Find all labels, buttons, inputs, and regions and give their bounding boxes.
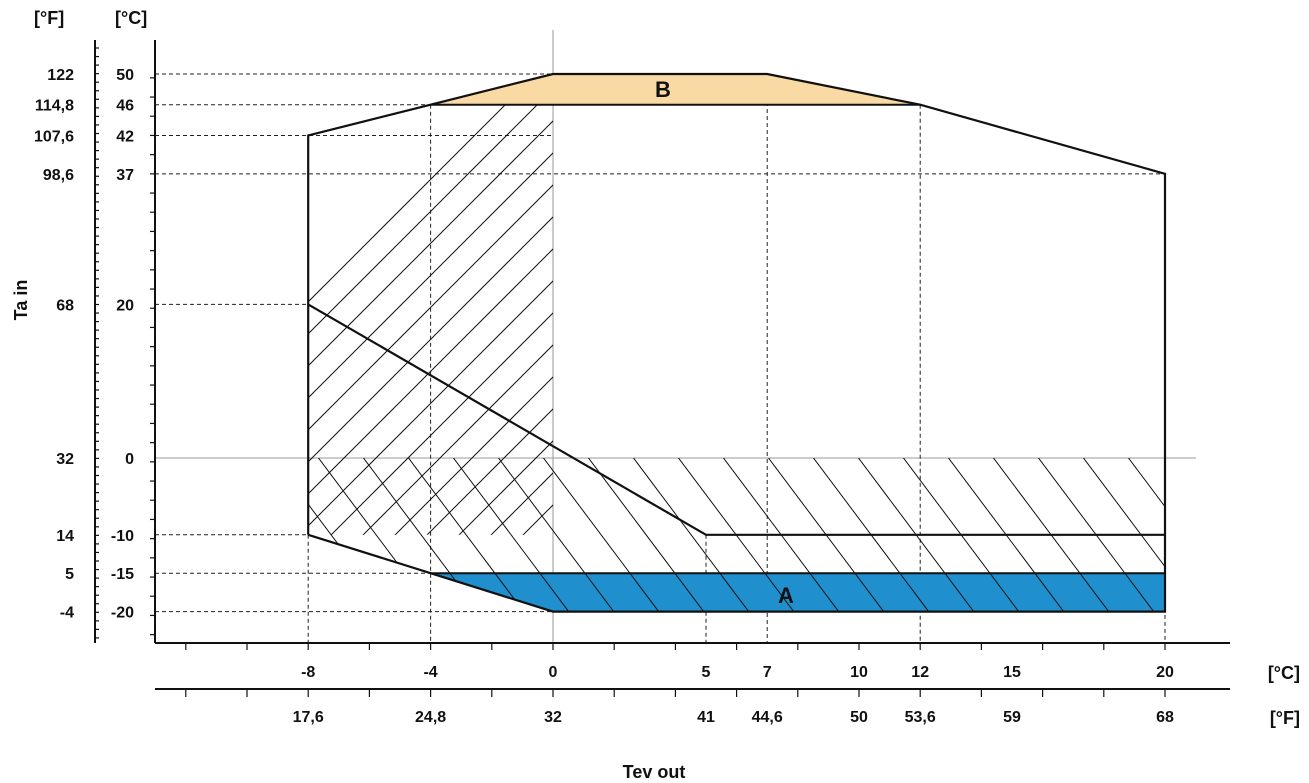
- hatch-line: [619, 458, 771, 612]
- hatch-line: [1159, 458, 1165, 612]
- zone-label: B: [655, 77, 671, 102]
- x-tick-label-celsius: -8: [301, 664, 315, 681]
- hatch-line: [308, 458, 366, 612]
- hatch-line: [421, 104, 553, 535]
- hatch-line: [1250, 440, 1309, 640]
- x-tick-label-fahrenheit: 32: [544, 709, 562, 726]
- y-unit-celsius: [°C]: [115, 8, 147, 28]
- hatch-line: [484, 458, 636, 612]
- y-tick-label-celsius: -15: [111, 566, 134, 583]
- hatch-line: [979, 458, 1131, 612]
- hatch-line: [614, 90, 1064, 540]
- hatch-line: [934, 90, 1309, 540]
- hatch-line: [806, 90, 1256, 540]
- hatch-line: [889, 458, 1041, 612]
- x-tick-label-celsius: 12: [911, 664, 929, 681]
- hatch-line: [678, 90, 1128, 540]
- x-tick-label-celsius: 5: [702, 664, 711, 681]
- hatch-line: [308, 104, 553, 535]
- hatch-line: [754, 458, 906, 612]
- y-tick-label-celsius: -20: [111, 605, 134, 622]
- hatch-line: [349, 458, 501, 612]
- hatch-line: [1114, 458, 1165, 612]
- zone-b: [430, 74, 921, 105]
- hatch-line: [664, 458, 816, 612]
- hatch-line: [1024, 458, 1165, 612]
- x-tick-label-celsius: 7: [763, 664, 772, 681]
- hatch-line: [389, 104, 553, 535]
- hatch-line: [308, 458, 411, 612]
- hatch-line: [934, 458, 1086, 612]
- divider-line: [307, 303, 1165, 536]
- y-tick-label-celsius: 42: [116, 128, 134, 145]
- y-tick-label-fahrenheit: 98,6: [43, 167, 74, 184]
- hatch-line: [966, 90, 1309, 540]
- hatch-line: [799, 458, 951, 612]
- x-axis-title: Tev out: [623, 762, 686, 782]
- hatch-line: [357, 104, 553, 535]
- x-tick-label-fahrenheit: 41: [697, 709, 715, 726]
- hatch-line: [709, 458, 861, 612]
- x-tick-label-celsius: 10: [850, 664, 868, 681]
- y-tick-label-fahrenheit: 68: [56, 297, 74, 314]
- hatch-line: [529, 458, 681, 612]
- hatch-line: [308, 104, 553, 535]
- hatch-line: [394, 458, 546, 612]
- zone-a: [430, 573, 1166, 612]
- y-tick-label-fahrenheit: 14: [56, 528, 74, 545]
- y-tick-label-fahrenheit: 32: [56, 451, 74, 468]
- y-unit-fahrenheit: [°F]: [34, 8, 64, 28]
- y-tick-label-celsius: 37: [116, 167, 134, 184]
- y-tick-label-celsius: 0: [125, 451, 134, 468]
- hatch-line: [870, 90, 1309, 540]
- y-tick-label-celsius: 20: [116, 297, 134, 314]
- hatch-line: [1069, 458, 1165, 612]
- x-tick-label-fahrenheit: 68: [1156, 709, 1174, 726]
- hatch-line: [125, 440, 275, 640]
- x-unit-celsius: [°C]: [1268, 663, 1300, 683]
- y-tick-label-fahrenheit: 5: [65, 566, 74, 583]
- x-tick-label-fahrenheit: 24,8: [415, 709, 446, 726]
- hatch-line: [308, 104, 553, 535]
- y-tick-label-celsius: -10: [111, 528, 134, 545]
- x-tick-label-fahrenheit: 50: [850, 709, 868, 726]
- y-tick-label-fahrenheit: 107,6: [34, 128, 74, 145]
- y-tick-label-fahrenheit: 122: [47, 67, 74, 84]
- hatch-line: [308, 104, 553, 535]
- x-tick-label-celsius: 0: [549, 664, 558, 681]
- y-tick-label-fahrenheit: -4: [60, 605, 74, 622]
- hatch-line: [646, 90, 1096, 540]
- hatch-line: [838, 90, 1288, 540]
- hatch-line: [517, 104, 553, 535]
- y-axis-title: Ta in: [11, 280, 31, 321]
- x-tick-label-fahrenheit: 59: [1003, 709, 1021, 726]
- x-tick-label-celsius: 15: [1003, 664, 1021, 681]
- hatch-line: [308, 104, 553, 535]
- hatch-line: [549, 104, 553, 535]
- x-tick-label-celsius: -4: [423, 664, 437, 681]
- x-tick-label-fahrenheit: 53,6: [905, 709, 936, 726]
- x-tick-label-celsius: 20: [1156, 664, 1174, 681]
- hatch-line: [742, 90, 1192, 540]
- y-tick-label-fahrenheit: 114,8: [35, 98, 74, 115]
- operating-envelope-outline: [307, 72, 1167, 613]
- hatch-line: [325, 104, 553, 535]
- hatch-line: [308, 104, 521, 535]
- hatch-line: [844, 458, 996, 612]
- y-tick-label-celsius: 46: [116, 98, 134, 115]
- x-tick-label-fahrenheit: 44,6: [752, 709, 783, 726]
- hatch-line: [308, 104, 553, 535]
- y-tick-label-celsius: 50: [116, 67, 134, 84]
- x-tick-label-fahrenheit: 17,6: [293, 709, 324, 726]
- hatch-line: [582, 90, 1032, 540]
- hatch-line: [439, 458, 591, 612]
- hatch-line: [710, 90, 1160, 540]
- hatch-line: [453, 104, 553, 535]
- hatch-line: [308, 458, 321, 612]
- hatch-line: [774, 90, 1224, 540]
- hatch-line: [1205, 440, 1309, 640]
- zone-label: A: [778, 583, 794, 608]
- x-unit-fahrenheit: [°F]: [1270, 708, 1300, 728]
